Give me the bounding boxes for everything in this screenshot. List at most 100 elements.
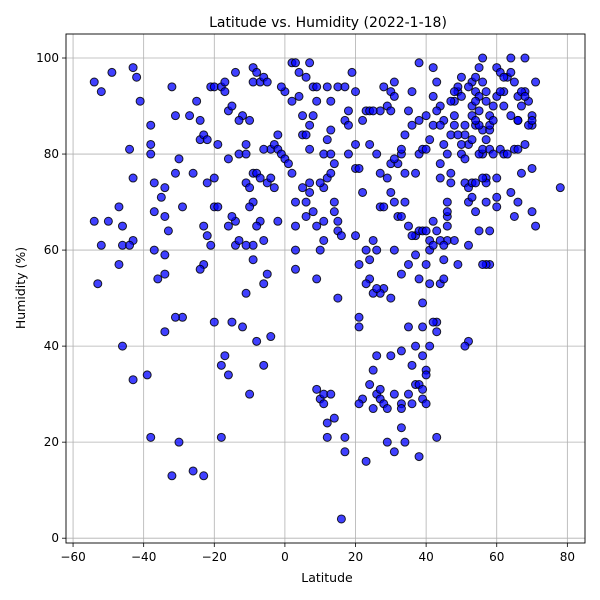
data-point xyxy=(315,178,325,188)
data-point xyxy=(326,96,336,106)
data-point xyxy=(396,269,406,279)
data-point xyxy=(322,432,332,442)
data-point xyxy=(439,240,449,250)
data-point xyxy=(456,139,466,149)
data-point xyxy=(252,221,262,231)
data-point xyxy=(520,53,530,63)
data-point xyxy=(125,240,135,250)
data-point xyxy=(400,130,410,140)
data-point xyxy=(488,115,498,125)
data-point xyxy=(488,149,498,159)
data-point xyxy=(432,106,442,116)
data-point xyxy=(418,298,428,308)
data-point xyxy=(481,96,491,106)
data-point xyxy=(305,120,315,130)
data-point xyxy=(273,216,283,226)
data-point xyxy=(386,293,396,303)
data-point xyxy=(114,259,124,269)
data-point xyxy=(368,106,378,116)
data-point xyxy=(492,192,502,202)
chart-title: Latitude vs. Humidity (2022-1-18) xyxy=(209,15,447,31)
data-point xyxy=(333,293,343,303)
data-point xyxy=(463,82,473,92)
data-point xyxy=(428,317,438,327)
data-point xyxy=(400,168,410,178)
data-point xyxy=(513,197,523,207)
data-point xyxy=(329,197,339,207)
data-point xyxy=(149,207,159,217)
data-point xyxy=(213,202,223,212)
data-point xyxy=(290,245,300,255)
x-tick-label: 80 xyxy=(560,550,575,564)
data-point xyxy=(478,173,488,183)
y-tick-label: 0 xyxy=(51,531,59,545)
data-point xyxy=(372,284,382,293)
data-point xyxy=(290,197,300,207)
data-point xyxy=(290,221,300,231)
data-point xyxy=(234,115,244,125)
data-point xyxy=(241,288,251,298)
data-point xyxy=(400,197,410,207)
data-point xyxy=(488,101,498,111)
y-tick-label: 80 xyxy=(44,147,59,161)
data-point xyxy=(220,87,230,97)
data-point xyxy=(439,255,449,265)
data-point xyxy=(132,72,142,82)
data-point xyxy=(149,245,159,255)
data-point xyxy=(386,187,396,197)
data-points xyxy=(89,53,565,524)
data-point xyxy=(290,58,300,68)
data-point xyxy=(361,245,371,255)
data-point xyxy=(382,173,392,183)
data-point xyxy=(499,72,509,82)
data-point xyxy=(329,159,339,169)
data-point xyxy=(435,120,445,130)
data-point xyxy=(421,259,431,269)
data-point xyxy=(312,82,322,92)
data-point xyxy=(411,250,421,260)
data-point xyxy=(372,149,382,159)
data-point xyxy=(160,183,170,193)
data-point xyxy=(400,437,410,447)
data-point xyxy=(287,168,297,178)
data-point xyxy=(435,159,445,169)
data-point xyxy=(319,216,329,226)
grid xyxy=(66,34,585,543)
data-point xyxy=(432,432,442,442)
data-point xyxy=(146,139,156,149)
data-point xyxy=(453,259,463,269)
data-point xyxy=(188,168,198,178)
data-point xyxy=(199,221,209,231)
y-tick-label: 100 xyxy=(36,51,59,65)
data-point xyxy=(146,149,156,159)
data-point xyxy=(509,211,519,221)
y-tick-label: 60 xyxy=(44,243,59,257)
data-point xyxy=(259,235,269,245)
data-point xyxy=(520,139,530,149)
data-point xyxy=(230,67,240,77)
data-point xyxy=(146,120,156,130)
data-point xyxy=(308,207,318,217)
data-point xyxy=(178,202,188,212)
data-point xyxy=(389,197,399,207)
data-point xyxy=(509,77,519,87)
data-point xyxy=(163,226,173,236)
data-point xyxy=(301,197,311,207)
data-point xyxy=(340,447,350,457)
data-point xyxy=(365,380,375,390)
data-point xyxy=(340,82,350,92)
data-point xyxy=(474,226,484,236)
x-tick-label: 0 xyxy=(281,550,289,564)
data-point xyxy=(527,207,537,217)
data-point xyxy=(471,115,481,125)
data-point xyxy=(117,221,127,231)
data-point xyxy=(213,139,223,149)
data-point xyxy=(396,346,406,356)
axes xyxy=(65,33,586,544)
data-point xyxy=(170,168,180,178)
data-point xyxy=(513,115,523,125)
data-point xyxy=(386,351,396,361)
data-point xyxy=(361,456,371,466)
data-point xyxy=(290,264,300,274)
data-point xyxy=(414,452,424,462)
